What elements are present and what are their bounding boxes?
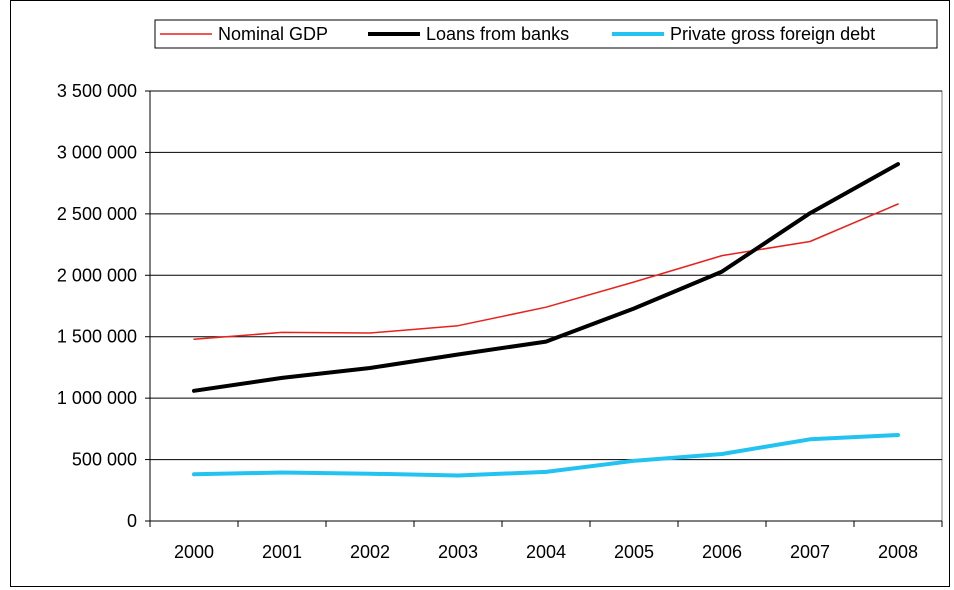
y-tick-label: 1 500 000	[57, 327, 137, 347]
x-tick-label: 2001	[262, 542, 302, 562]
y-tick-label: 2 000 000	[57, 265, 137, 285]
x-tick-label: 2005	[614, 542, 654, 562]
legend: Nominal GDP Loans from banks Private gross…	[154, 19, 938, 49]
chart-frame	[10, 0, 950, 587]
legend-box	[154, 19, 938, 49]
x-tick-label: 2008	[878, 542, 918, 562]
x-tick-label: 2007	[790, 542, 830, 562]
series-line-loans-from-banks	[192, 162, 900, 393]
series-line-private-gross-foreign-debt	[192, 433, 900, 478]
legend-label: Loans from banks	[426, 24, 569, 44]
x-tick-label: 2004	[526, 542, 566, 562]
y-tick-label: 0	[127, 511, 137, 531]
grid-lines	[150, 90, 942, 461]
axes	[145, 90, 943, 527]
legend-label: Private gross foreign debt	[670, 24, 875, 44]
y-tick-label: 3 500 000	[57, 81, 137, 101]
y-tick-label: 2 500 000	[57, 204, 137, 224]
legend-label: Nominal GDP	[218, 24, 328, 44]
series-lines	[192, 162, 900, 478]
series-line-nominal-gdp	[193, 203, 899, 340]
x-tick-labels: 2000 2001 2002 2003 2004 2005 2006 2007 2008	[174, 542, 918, 562]
y-tick-labels: 0 500 000 1 000 000 1 500 000 2 000 000 2 500…	[57, 81, 137, 531]
x-tick-label: 2003	[438, 542, 478, 562]
x-tick-label: 2006	[702, 542, 742, 562]
x-tick-label: 2002	[350, 542, 390, 562]
y-tick-label: 1 000 000	[57, 388, 137, 408]
plot-area	[149, 90, 943, 522]
y-tick-label: 3 000 000	[57, 142, 137, 162]
x-tick-label: 2000	[174, 542, 214, 562]
y-tick-label: 500 000	[72, 450, 137, 470]
